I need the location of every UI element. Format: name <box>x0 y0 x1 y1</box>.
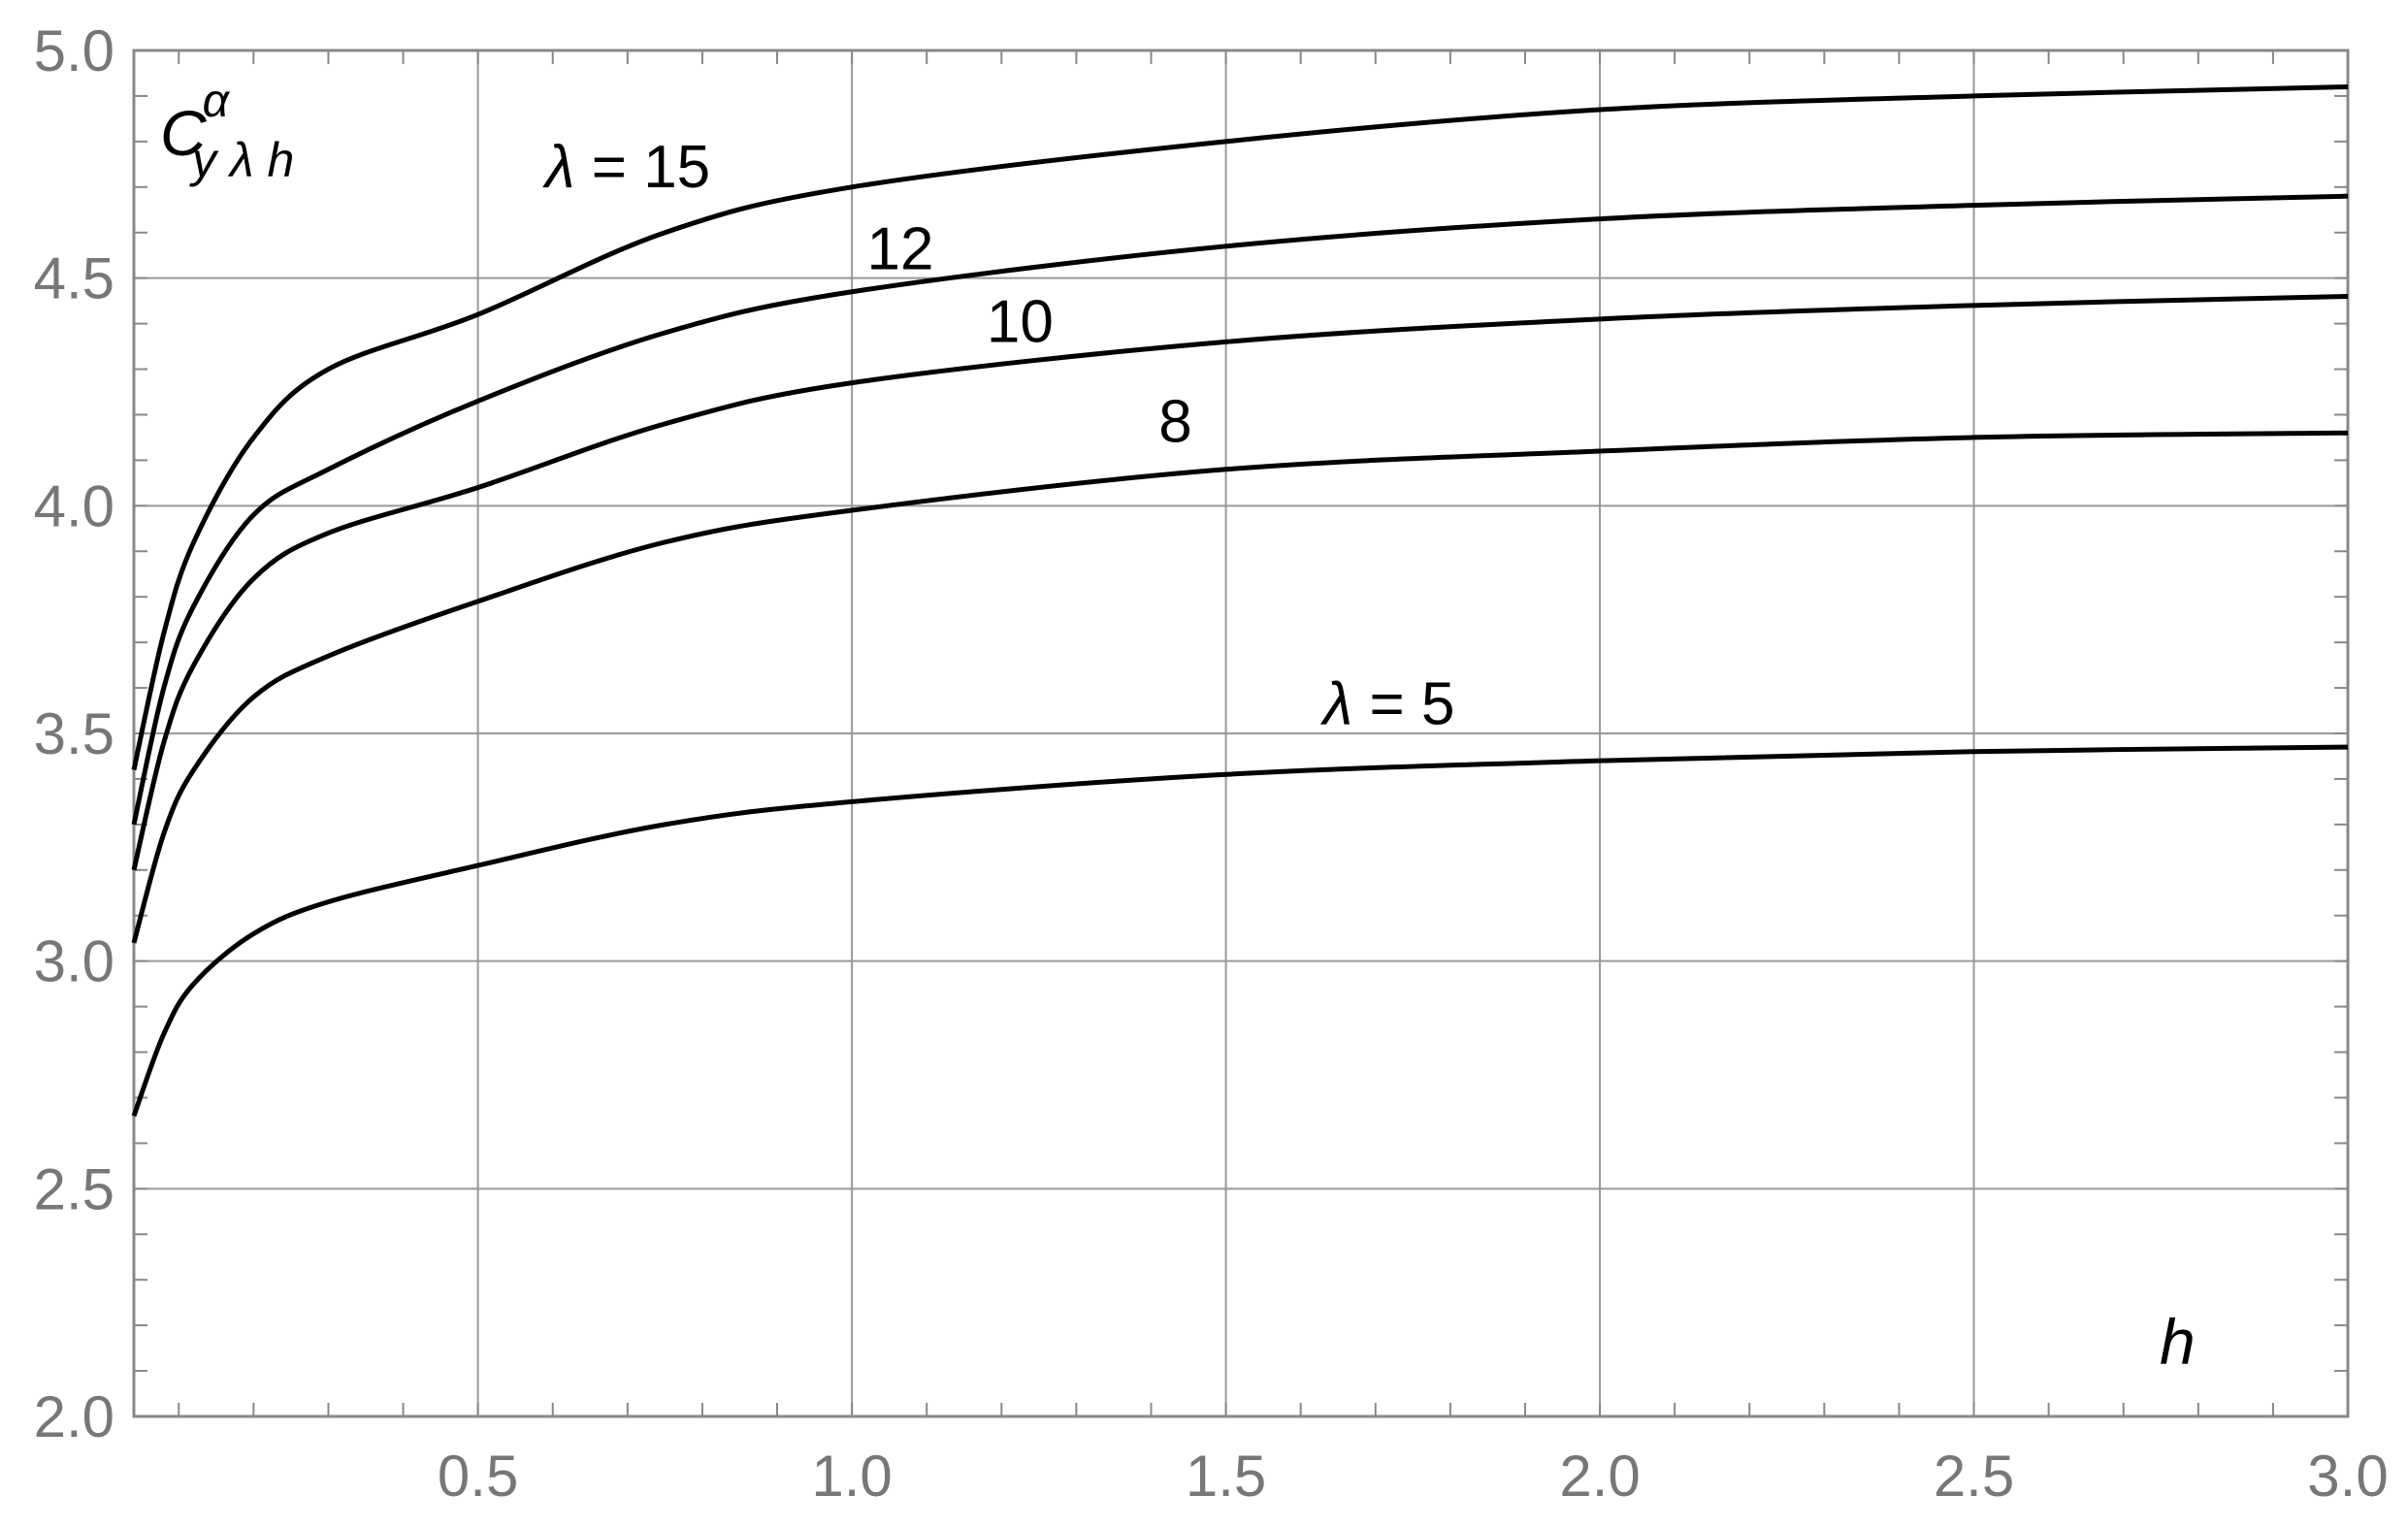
x-tick-label: 1.0 <box>811 1444 892 1509</box>
y-tick-label: 3.5 <box>34 701 114 766</box>
tick-labels: 0.5 1.0 1.5 2.0 2.5 3.0 2.0 2.5 3.0 3.5 4.0 4.5 5.0 <box>34 18 2389 1509</box>
series-label: 8 <box>1158 389 1191 456</box>
y-axis-label: Cα y λ h <box>160 76 294 187</box>
y-tick-label: 2.5 <box>34 1156 114 1221</box>
y-tick-label: 4.0 <box>34 473 114 538</box>
x-tick-label: 1.5 <box>1186 1444 1266 1509</box>
series-label-value: = 15 <box>575 134 711 201</box>
y-tick-label: 4.5 <box>34 246 114 311</box>
x-tick-label: 2.5 <box>1934 1444 2014 1509</box>
series-line <box>131 293 2349 871</box>
y-tick-label: 3.0 <box>34 929 114 994</box>
series-label: 10 <box>987 288 1054 355</box>
series-label: 12 <box>867 215 934 282</box>
x-axis-label: h <box>2160 1306 2196 1378</box>
y-tick-label: 2.0 <box>34 1384 114 1449</box>
y-tick-label: 5.0 <box>34 18 114 83</box>
x-tick-label: 3.0 <box>2307 1444 2388 1509</box>
series-label: λ = 15 <box>542 134 710 201</box>
series-label-symbol: λ <box>542 134 575 201</box>
y-axis-label-sup: α <box>203 76 231 127</box>
series-line <box>131 744 2349 1118</box>
series-label-symbol: λ <box>1320 671 1353 738</box>
y-axis-label-main: C <box>160 97 208 169</box>
curves <box>131 84 2349 1118</box>
series-label-value: = 5 <box>1352 671 1454 738</box>
plot-frame <box>132 49 2350 1418</box>
series-line <box>131 84 2349 771</box>
series-line <box>131 193 2349 826</box>
x-tick-label: 0.5 <box>438 1444 518 1509</box>
series-label: λ = 5 <box>1320 671 1455 738</box>
curve-labels: λ = 15 12 10 8 λ = 5 <box>542 134 1454 738</box>
x-tick-label: 2.0 <box>1559 1444 1640 1509</box>
y-axis-label-sub: y λ h <box>189 133 294 187</box>
series-line <box>131 430 2349 944</box>
grid <box>134 49 2349 1417</box>
